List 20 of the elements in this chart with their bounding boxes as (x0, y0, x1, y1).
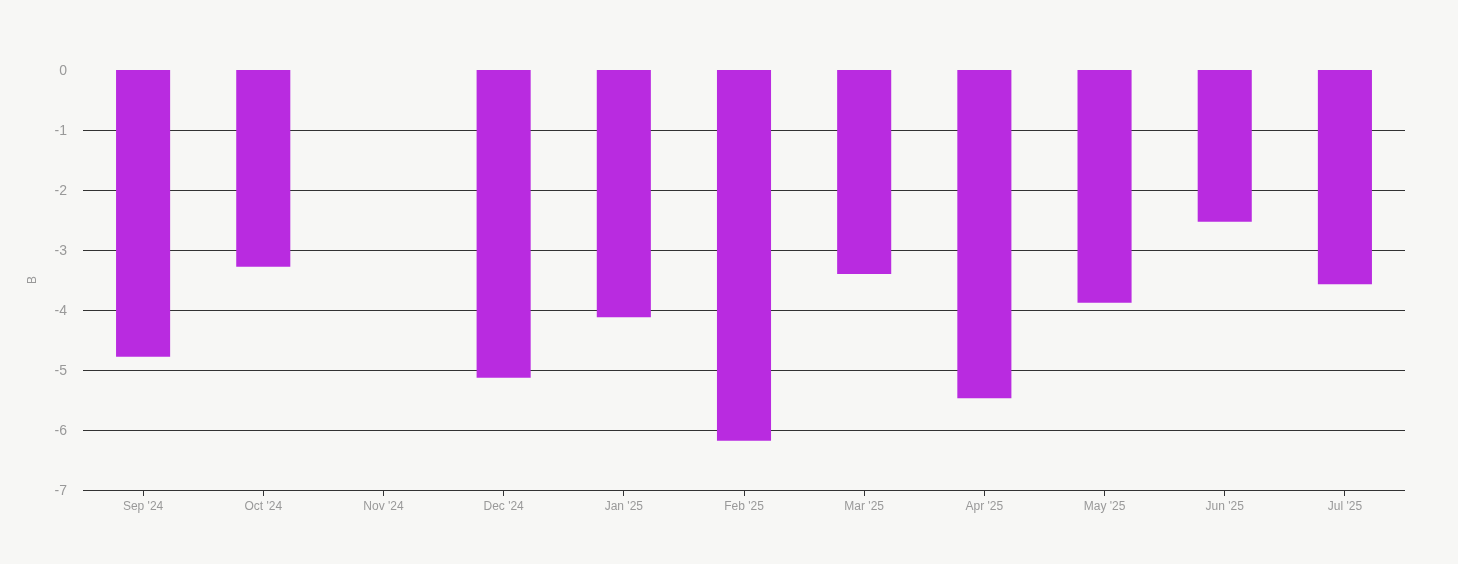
x-tick-label: Sep '24 (122, 499, 164, 514)
y-tick-label: -4 (54, 301, 68, 318)
x-tick-label: Jul '25 (1327, 499, 1363, 514)
x-tick-label: Nov '24 (363, 499, 404, 514)
x-tick-label: Jan '25 (604, 499, 644, 514)
x-tick-label: Feb '25 (724, 499, 765, 514)
x-tick-label: Dec '24 (483, 499, 525, 514)
y-axis-title: B (24, 275, 39, 285)
x-tick-label: Mar '25 (844, 499, 885, 514)
y-tick-label: -3 (54, 241, 68, 258)
x-tick-label: Oct '24 (244, 499, 283, 514)
y-tick-label: -2 (54, 181, 68, 198)
x-tick-label: Jun '25 (1205, 499, 1245, 514)
y-tick-label: -7 (54, 481, 68, 498)
y-tick-label: -1 (54, 121, 68, 138)
x-tick-label: Apr '25 (965, 499, 1004, 514)
y-tick-label: -5 (54, 361, 68, 378)
x-tick-label: May '25 (1083, 499, 1126, 514)
y-tick-label: -6 (54, 421, 68, 438)
y-tick-label: 0 (59, 61, 68, 78)
